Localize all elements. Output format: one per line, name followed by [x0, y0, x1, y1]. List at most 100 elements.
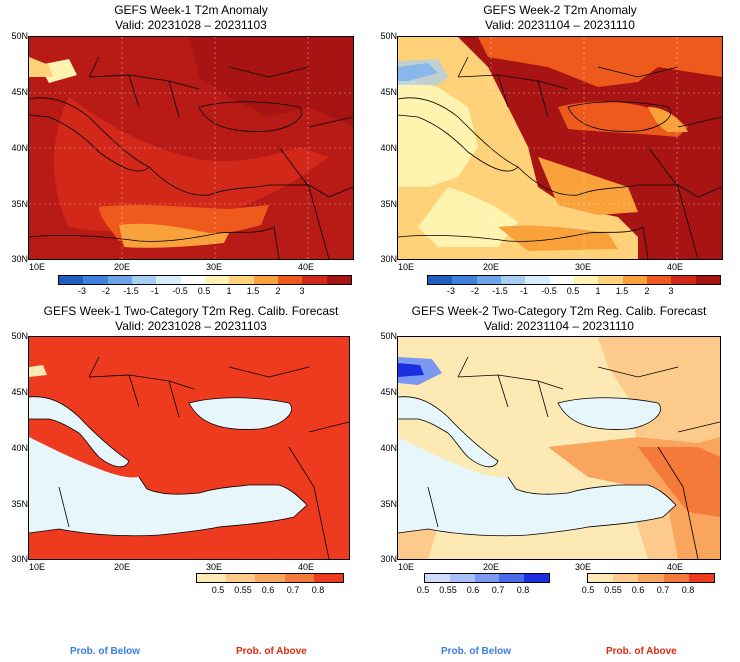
- panel3-lat-50: 50N: [11, 331, 28, 341]
- panel1-cbar-c5: [180, 276, 205, 284]
- panel2-cbar-label: -3: [446, 286, 455, 296]
- panel2-cbar-c3: [500, 276, 526, 284]
- panel1-valid-text: Valid: 20231028 – 20231103: [115, 18, 267, 32]
- panel1-cbar-label: -2: [101, 286, 110, 296]
- panel1-cbar-c7: [229, 276, 254, 284]
- panel2-cbar-c10: [671, 276, 696, 284]
- panel4-below-c0: [425, 574, 450, 582]
- panel4-lat-50: 50N: [380, 331, 397, 341]
- panel4-above-label: 0.5: [581, 585, 595, 595]
- panel1-cbar-c3: [131, 276, 157, 284]
- panel2-anomaly-map: [397, 36, 723, 260]
- panel4-below-c1: [449, 574, 475, 582]
- prob-above-caption-right: Prob. of Above: [606, 646, 677, 657]
- panel1-cbar-label: -3: [77, 286, 86, 296]
- panel3-lat-35: 35N: [11, 499, 28, 509]
- panel2-lon-20: 20E: [482, 262, 499, 272]
- panel2-cbar-label: -1: [519, 286, 528, 296]
- panel1-cbar-label: 1.5: [246, 286, 260, 296]
- panel2-cbar-c0: [428, 276, 453, 284]
- panel4-below-label: 0.55: [439, 585, 457, 595]
- panel2-cbar-c8: [622, 276, 647, 284]
- panel3-lat-40: 40N: [11, 443, 28, 453]
- panel1-lon-10: 10E: [28, 262, 45, 272]
- panel2-title-text: GEFS Week-2 T2m Anomaly: [483, 3, 637, 17]
- panel4-title-text: GEFS Week-2 Two-Category T2m Reg. Calib.…: [411, 304, 707, 318]
- panel3-title: GEFS Week-1 Two-Category T2m Reg. Calib.…: [10, 304, 372, 334]
- panel4-below-label: 0.8: [516, 585, 530, 595]
- panel4-above-label: 0.55: [604, 585, 622, 595]
- panel1-title-text: GEFS Week-1 T2m Anomaly: [114, 3, 268, 17]
- panel2-lon-40: 40E: [666, 262, 683, 272]
- panel4-above-label: 0.7: [656, 585, 670, 595]
- panel4-lat-40: 40N: [380, 443, 397, 453]
- panel1-cbar-label: 3: [299, 286, 305, 296]
- panel1-cbar-c8: [253, 276, 278, 284]
- panel1-lat-45: 45N: [11, 87, 28, 97]
- prob-above-caption-left: Prob. of Above: [236, 646, 307, 657]
- panel4-valid-text: Valid: 20231104 – 20231110: [484, 319, 634, 333]
- panel2-cbar-c4: [525, 276, 550, 284]
- panel2-lon-30: 30E: [574, 262, 591, 272]
- panel4-above-label: 0.6: [631, 585, 645, 595]
- panel2-cbar-label: -0.5: [541, 286, 557, 296]
- panel1-cbar-c10: [302, 276, 327, 284]
- panel1-lat-50: 50N: [11, 31, 28, 41]
- panel2-lat-30: 30N: [380, 254, 397, 264]
- panel1-anomaly-map: [28, 36, 354, 260]
- panel4-lat-45: 45N: [380, 387, 397, 397]
- panel1-cbar-label: -1.5: [123, 286, 139, 296]
- panel2-cbar-c2: [476, 276, 501, 284]
- panel4-above-c2: [638, 574, 664, 582]
- panel3-title-text: GEFS Week-1 Two-Category T2m Reg. Calib.…: [43, 304, 339, 318]
- panel3-above-c0: [197, 574, 227, 582]
- panel4-lon-10: 10E: [397, 562, 414, 572]
- panel3-above-label: 0.5: [211, 585, 225, 595]
- panel2-cbar-c1: [452, 276, 477, 284]
- panel4-above-c3: [663, 574, 689, 582]
- panel1-title: GEFS Week-1 T2m Anomaly Valid: 20231028 …: [28, 3, 354, 33]
- panel3-lon-10: 10E: [28, 562, 45, 572]
- panel3-lon-40: 40E: [297, 562, 314, 572]
- panel4-lon-40: 40E: [666, 562, 683, 572]
- panel1-lat-40: 40N: [11, 143, 28, 153]
- panel3-above-c2: [255, 574, 285, 582]
- panel4-lon-30: 30E: [574, 562, 591, 572]
- panel1-cbar-c2: [107, 276, 132, 284]
- panel4-lon-20: 20E: [482, 562, 499, 572]
- panel2-lat-35: 35N: [380, 199, 397, 209]
- panel3-valid-text: Valid: 20231028 – 20231103: [115, 319, 267, 333]
- panel4-below-c2: [474, 574, 500, 582]
- panel1-cbar-c11: [326, 276, 351, 284]
- panel1-cbar-label: 1: [226, 286, 232, 296]
- panel2-lon-10: 10E: [397, 262, 414, 272]
- panel2-cbar-label: 1.5: [615, 286, 629, 296]
- panel2-colorbar: [427, 275, 721, 285]
- panel4-above-c1: [613, 574, 639, 582]
- panel2-cbar-label: -1.5: [492, 286, 508, 296]
- panel2-cbar-label: 3: [668, 286, 674, 296]
- panel1-cbar-label: 2: [275, 286, 281, 296]
- panel2-title: GEFS Week-2 T2m Anomaly Valid: 20231104 …: [397, 3, 723, 33]
- prob-below-caption-right: Prob. of Below: [441, 646, 511, 657]
- panel2-cbar-label: -2: [470, 286, 479, 296]
- panel1-colorbar: [58, 275, 352, 285]
- panel4-above-c0: [588, 574, 614, 582]
- panel4-lat-30: 30N: [380, 554, 397, 564]
- panel2-lat-50: 50N: [380, 31, 397, 41]
- panel4-below-c3: [499, 574, 525, 582]
- panel1-cbar-c6: [204, 276, 230, 284]
- panel1-lon-30: 30E: [205, 262, 222, 272]
- panel3-lon-20: 20E: [113, 562, 130, 572]
- panel2-lat-40: 40N: [380, 143, 397, 153]
- panel4-prob-above-colorbar: [587, 573, 715, 583]
- panel3-above-label: 0.7: [286, 585, 300, 595]
- panel3-above-c4: [313, 574, 344, 582]
- panel1-cbar-c0: [59, 276, 84, 284]
- panel4-below-label: 0.7: [491, 585, 505, 595]
- panel3-above-c3: [284, 574, 314, 582]
- panel3-above-label: 0.6: [261, 585, 275, 595]
- panel2-cbar-label: 1: [595, 286, 601, 296]
- panel2-valid-text: Valid: 20231104 – 20231110: [485, 18, 635, 32]
- panel3-lat-45: 45N: [11, 387, 28, 397]
